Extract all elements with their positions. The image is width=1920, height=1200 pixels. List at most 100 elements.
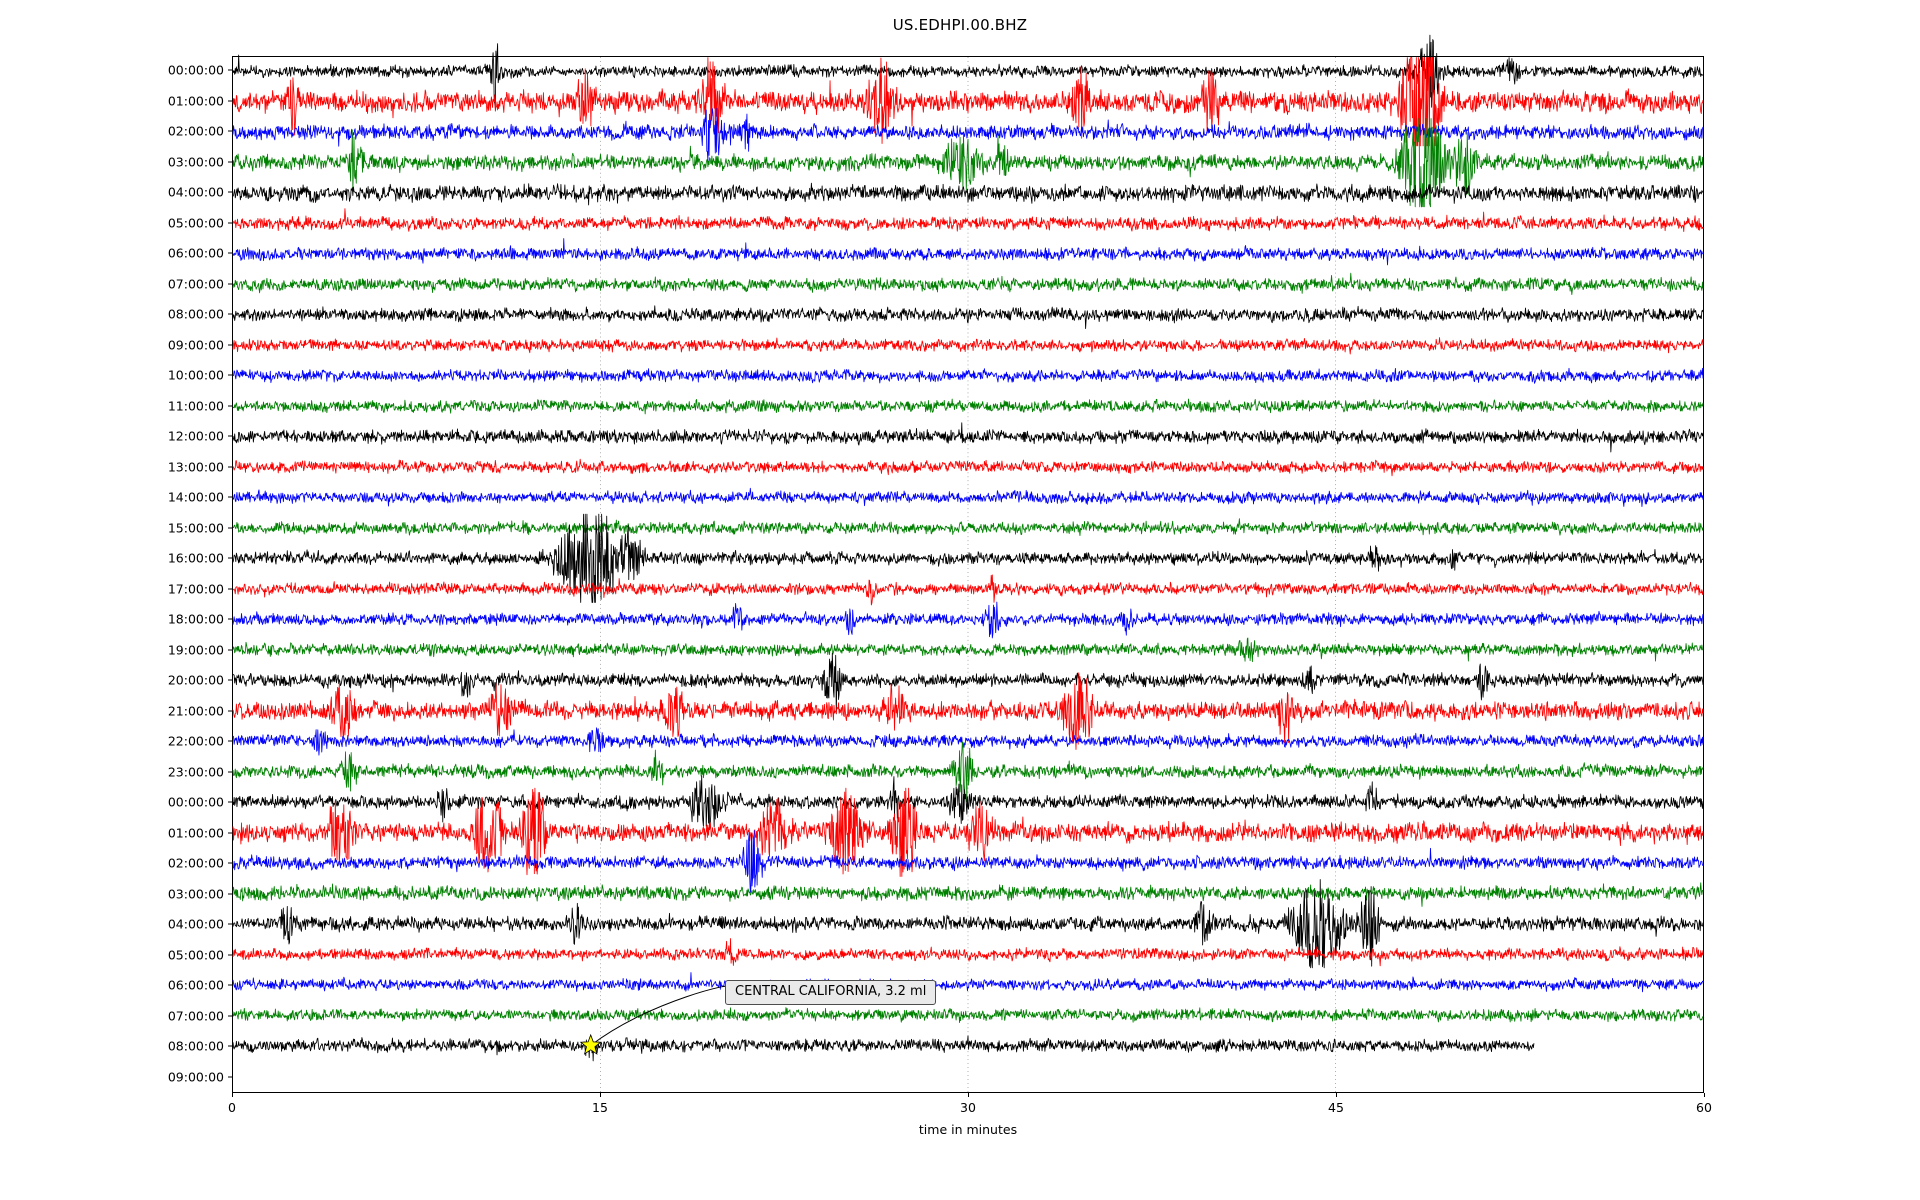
x-tick-label: 15: [592, 1100, 608, 1115]
y-tick-label: 04:00:00: [167, 916, 224, 932]
y-tick-label: 06:00:00: [167, 245, 224, 261]
y-tick-label: 06:00:00: [167, 977, 224, 993]
y-tick-mark: [228, 191, 232, 193]
y-tick-label: 03:00:00: [167, 886, 224, 902]
y-tick-label: 00:00:00: [167, 62, 224, 78]
y-tick-mark: [228, 832, 232, 834]
trace-080000: [232, 305, 1704, 330]
y-tick-label: 21:00:00: [167, 703, 224, 719]
y-tick-label: 01:00:00: [167, 93, 224, 109]
page-title: US.EDHPI.00.BHZ: [892, 16, 1028, 34]
x-axis-label: time in minutes: [918, 1122, 1018, 1137]
y-tick-mark: [228, 161, 232, 163]
trace-000000: [232, 775, 1704, 830]
trace-020000: [232, 830, 1704, 894]
grid-lines: [600, 57, 1336, 1092]
y-tick-mark: [228, 679, 232, 681]
y-tick-mark: [228, 69, 232, 71]
trace-190000: [232, 637, 1704, 663]
trace-070000: [232, 1007, 1704, 1024]
trace-040000: [232, 879, 1704, 969]
y-tick-mark: [228, 435, 232, 437]
y-tick-label: 18:00:00: [167, 611, 224, 627]
y-tick-label: 08:00:00: [167, 1038, 224, 1054]
trace-030000: [232, 882, 1704, 907]
x-tick-mark: [1704, 1093, 1705, 1097]
y-tick-label: 14:00:00: [167, 489, 224, 505]
x-tick-label: 60: [1696, 1100, 1712, 1115]
trace-210000: [232, 672, 1704, 750]
y-tick-mark: [228, 893, 232, 895]
y-tick-label: 02:00:00: [167, 855, 224, 871]
trace-040000: [232, 182, 1704, 206]
y-tick-mark: [228, 954, 232, 956]
y-tick-label: 03:00:00: [167, 154, 224, 170]
y-tick-label: 01:00:00: [167, 825, 224, 841]
y-tick-mark: [228, 130, 232, 132]
y-tick-label: 09:00:00: [167, 337, 224, 353]
y-tick-mark: [228, 588, 232, 590]
y-tick-label: 15:00:00: [167, 520, 224, 536]
y-tick-label: 13:00:00: [167, 459, 224, 475]
trace-200000: [232, 652, 1704, 715]
y-tick-mark: [228, 100, 232, 102]
y-tick-mark: [228, 496, 232, 498]
y-tick-label: 00:00:00: [167, 794, 224, 810]
y-tick-mark: [228, 222, 232, 224]
y-tick-mark: [228, 405, 232, 407]
x-tick-mark: [968, 1093, 969, 1097]
trace-220000: [232, 727, 1704, 756]
x-tick-mark: [232, 1093, 233, 1097]
x-tick-label: 45: [1328, 1100, 1344, 1115]
y-tick-mark: [228, 649, 232, 651]
trace-070000: [232, 272, 1704, 296]
y-tick-mark: [228, 374, 232, 376]
trace-120000: [232, 422, 1704, 453]
x-tick-mark: [1336, 1093, 1337, 1097]
y-tick-mark: [228, 618, 232, 620]
annotation-leader-line: [590, 985, 728, 1046]
y-tick-label: 17:00:00: [167, 581, 224, 597]
y-tick-label: 23:00:00: [167, 764, 224, 780]
seismic-traces: [232, 34, 1704, 1062]
y-tick-mark: [228, 283, 232, 285]
trace-150000: [233, 518, 1704, 537]
trace-020000: [232, 107, 1704, 163]
y-tick-label: 07:00:00: [167, 1008, 224, 1024]
y-tick-mark: [228, 740, 232, 742]
trace-180000: [232, 601, 1704, 639]
trace-080000: [232, 1035, 1535, 1062]
y-tick-mark: [228, 313, 232, 315]
y-tick-label: 05:00:00: [167, 215, 224, 231]
y-tick-label: 16:00:00: [167, 550, 224, 566]
y-axis-tick-labels: 00:00:00 01:00:00 02:00:00 03:00:00 04:00:00…: [160, 56, 224, 1093]
trace-030000: [232, 118, 1704, 208]
event-annotation-label[interactable]: CENTRAL CALIFORNIA, 3.2 ml: [725, 980, 937, 1006]
y-tick-label: 05:00:00: [167, 947, 224, 963]
trace-010000: [232, 787, 1704, 877]
y-tick-mark: [228, 1045, 232, 1047]
y-tick-mark: [228, 1076, 232, 1078]
trace-050000: [232, 938, 1704, 967]
trace-130000: [232, 458, 1704, 477]
y-tick-label: 02:00:00: [167, 123, 224, 139]
earthquake-star-marker[interactable]: [579, 1033, 602, 1055]
annotation-overlay: [579, 985, 728, 1055]
y-tick-mark: [228, 466, 232, 468]
trace-230000: [232, 741, 1704, 803]
x-tick-label: 30: [960, 1100, 976, 1115]
y-tick-mark: [228, 1015, 232, 1017]
y-tick-mark: [228, 923, 232, 925]
y-tick-label: 08:00:00: [167, 306, 224, 322]
trace-000000: [232, 34, 1704, 109]
y-tick-mark: [228, 710, 232, 712]
y-tick-mark: [228, 801, 232, 803]
trace-110000: [232, 398, 1704, 415]
y-tick-mark: [228, 862, 232, 864]
y-tick-label: 20:00:00: [167, 672, 224, 688]
y-tick-label: 07:00:00: [167, 276, 224, 292]
y-tick-mark: [228, 252, 232, 254]
trace-140000: [232, 487, 1704, 508]
trace-090000: [232, 337, 1704, 355]
